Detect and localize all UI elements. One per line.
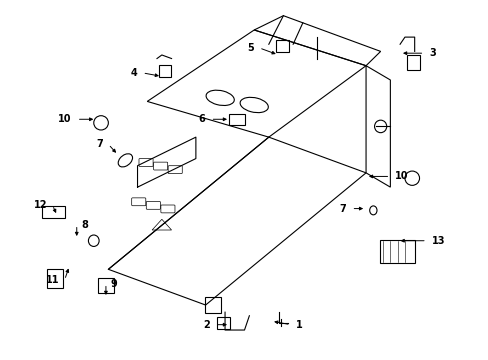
Text: 8: 8 [81,220,88,230]
Text: 13: 13 [431,236,444,246]
Text: 7: 7 [97,139,103,149]
Text: 11: 11 [46,275,60,285]
Text: 10: 10 [58,114,72,124]
Text: 9: 9 [111,279,117,289]
Text: 4: 4 [130,68,137,78]
Text: 6: 6 [199,114,205,124]
Text: 7: 7 [339,203,346,213]
Text: 1: 1 [295,320,302,330]
Text: 10: 10 [394,171,408,181]
Text: 2: 2 [203,320,210,330]
Text: 5: 5 [247,43,254,53]
Text: 12: 12 [34,200,47,210]
Text: 3: 3 [428,48,435,58]
